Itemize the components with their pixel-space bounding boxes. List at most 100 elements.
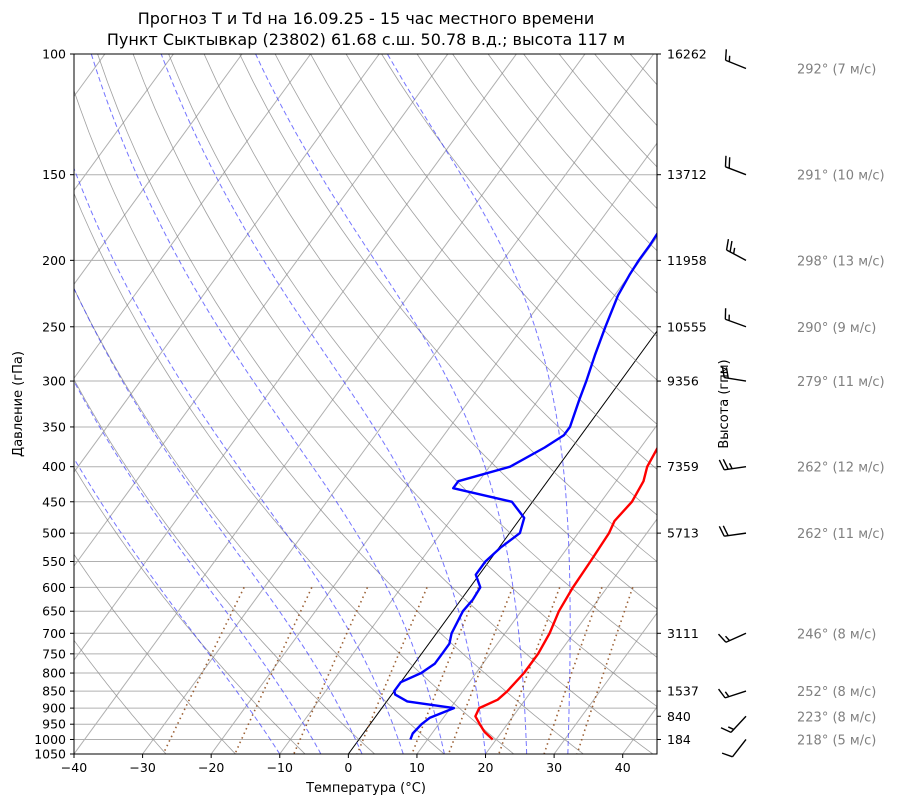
y-tick-label: 600 [42, 580, 66, 595]
wind-barb [724, 308, 747, 328]
wind-barb [717, 632, 747, 643]
isotherm-10 [416, 424, 657, 754]
wind-barb [718, 459, 747, 471]
y-tick-label: 800 [42, 666, 66, 681]
mixing-ratio-line [543, 587, 603, 754]
plot-frame [73, 53, 658, 755]
dry-adiabat [416, 54, 657, 337]
x-tick-label: 0 [344, 760, 352, 775]
wind-label: 252° (8 м/с) [797, 685, 876, 700]
dry-adiabat [74, 553, 236, 754]
wind-barb [720, 715, 747, 733]
dewpoint-profile [393, 231, 657, 740]
wind-label: 279° (11 м/с) [797, 375, 885, 390]
wind-barb-flag [724, 49, 727, 61]
y-tick-label: 550 [42, 554, 66, 569]
isotherm--60 [74, 54, 449, 567]
y-tick-label: 500 [42, 526, 66, 541]
wind-barb [724, 155, 747, 176]
dry-adiabat [74, 89, 584, 754]
isotherm-30 [553, 612, 657, 754]
wind-barb-half-flag [724, 691, 730, 698]
wind-barb [724, 49, 747, 70]
isotherm-0 [347, 330, 657, 754]
x-tick-label: 10 [409, 760, 425, 775]
mixing-ratio-line [293, 587, 369, 754]
height-tick-label: 9356 [667, 374, 699, 389]
wind-barbs: 292° (7 м/с) 291° (10 м/с) 298° (13 м/с) 29… [717, 49, 885, 758]
y-tick-label: 1000 [34, 732, 66, 747]
y-tick-label: 1050 [34, 747, 66, 762]
wind-barb-half-flag [728, 462, 733, 469]
x-tick-label: −40 [61, 760, 87, 775]
y-tick-label: 900 [42, 701, 66, 716]
x-tick-label: 30 [546, 760, 562, 775]
y-tick-label: 300 [42, 374, 66, 389]
wind-barb-flag [725, 239, 730, 251]
height-tick-label: 3111 [667, 626, 699, 641]
moist-adiabat [74, 167, 404, 754]
mixing-ratio-line [447, 587, 514, 754]
moist-adiabat [74, 287, 363, 754]
y-tick-label: 700 [42, 626, 66, 641]
y-tick-label: 850 [42, 684, 66, 699]
wind-barb-flag [722, 459, 729, 470]
isotherm-40 [622, 706, 657, 754]
dry-adiabat [97, 54, 654, 754]
moist-adiabat [255, 54, 528, 754]
isotherm-20 [485, 518, 657, 754]
x-tick-label: −30 [129, 760, 155, 775]
wind-label: 223° (8 м/с) [797, 710, 876, 725]
wind-barb [718, 525, 747, 537]
mixing-ratio-line [162, 587, 245, 754]
wind-barb-flag [722, 525, 729, 536]
dry-adiabat [487, 54, 657, 252]
wind-barb-flag [721, 366, 725, 378]
height-tick-label: 7359 [667, 459, 699, 474]
y-tick-label: 250 [42, 319, 66, 334]
dry-adiabat [168, 54, 657, 658]
y-tick-label: 350 [42, 419, 66, 434]
wind-label: 292° (7 м/с) [797, 63, 876, 78]
x-tick-label: 40 [615, 760, 631, 775]
dry-adiabat [74, 639, 167, 754]
wind-label: 246° (8 м/с) [797, 627, 876, 642]
y-axis-label: Давление (гПа) [11, 351, 26, 457]
height-axis-label: Высота (гпм) [717, 359, 732, 448]
moist-adiabat [160, 54, 486, 754]
wind-barb-flag [721, 752, 733, 758]
wind-barb-flag [717, 688, 726, 699]
x-tick-label: 20 [478, 760, 494, 775]
dry-adiabat [629, 54, 657, 86]
height-tick-label: 1537 [667, 684, 699, 699]
dry-adiabat [274, 54, 657, 516]
moist-adiabat [90, 54, 445, 754]
wind-label: 290° (9 м/с) [797, 321, 876, 336]
height-tick-label: 10555 [667, 319, 707, 334]
height-tick-label: 184 [667, 732, 691, 747]
mixing-ratio-line [411, 587, 480, 754]
isotherm--30 [142, 54, 654, 754]
chart-subtitle: Пункт Сыктывкар (23802) 61.68 с.ш. 50.78… [107, 30, 625, 49]
wind-label: 291° (10 м/с) [797, 169, 885, 184]
moist-adiabat [386, 54, 571, 754]
grid-layer [74, 54, 900, 754]
x-axis-label: Температура (°C) [305, 781, 426, 796]
height-tick-label: 13712 [667, 167, 707, 182]
wind-barb [717, 688, 747, 699]
moist-adiabat [74, 380, 322, 754]
isotherm--40 [74, 54, 586, 754]
x-tick-label: −10 [267, 760, 293, 775]
wind-barb [721, 366, 747, 382]
dry-adiabat [452, 54, 657, 294]
wind-label: 262° (12 м/с) [797, 461, 885, 476]
wind-barb-flag [728, 157, 731, 169]
isotherm--90 [74, 54, 243, 286]
wind-label: 218° (5 м/с) [797, 733, 876, 748]
wind-barb-half-flag [727, 726, 735, 731]
dry-adiabat [239, 54, 657, 563]
wind-label: 262° (11 м/с) [797, 527, 885, 542]
dry-adiabat [666, 54, 900, 754]
y-tick-label: 650 [42, 604, 66, 619]
height-tick-label: 11958 [667, 253, 707, 268]
